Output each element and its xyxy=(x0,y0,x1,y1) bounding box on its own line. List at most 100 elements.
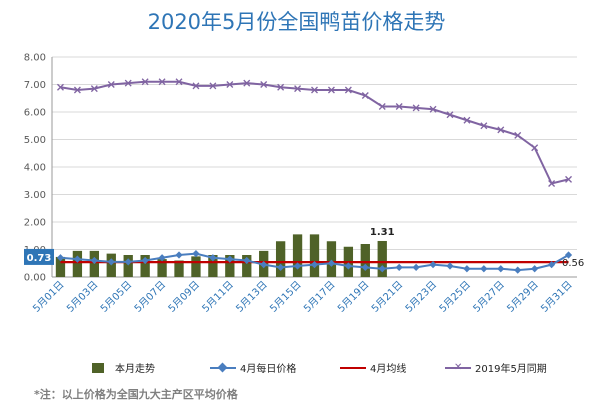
point-x xyxy=(311,86,318,94)
point-diamond xyxy=(56,254,65,262)
point-x xyxy=(107,81,115,88)
point-diamond xyxy=(158,254,166,262)
point-x-stroke xyxy=(90,85,98,93)
point-x-stroke xyxy=(141,78,149,86)
point-x xyxy=(141,78,149,86)
point-x-stroke xyxy=(565,175,572,183)
point-x xyxy=(90,85,98,93)
legend: 本月走势 4月每日价格 4月均线 ✕ 2019年5月同期 xyxy=(65,360,585,376)
point-x xyxy=(226,81,234,88)
point-x xyxy=(548,180,556,187)
point-x xyxy=(294,85,302,93)
point-x xyxy=(395,103,403,110)
point-x-stroke xyxy=(395,103,403,110)
legend-item-2019: ✕ 2019年5月同期 xyxy=(445,360,547,375)
point-x-stroke xyxy=(192,82,200,90)
x-tick-label: 5月03日 xyxy=(64,279,100,315)
point-x-stroke xyxy=(497,126,505,134)
point-x-stroke xyxy=(344,86,352,94)
y-tick-label: 6.00 xyxy=(24,108,46,119)
point-x-stroke xyxy=(463,116,471,124)
point-x xyxy=(463,116,471,124)
line-series-3 xyxy=(60,80,569,185)
point-diamond xyxy=(73,255,82,263)
point-diamond xyxy=(446,262,454,270)
point-x xyxy=(124,79,132,87)
bar-6 xyxy=(140,255,150,277)
point-x-stroke xyxy=(226,81,234,88)
point-x xyxy=(277,83,285,91)
legend-item-april-daily: 4月每日价格 xyxy=(210,360,296,375)
point-diamond xyxy=(141,256,149,265)
x-tick-label: 5月25日 xyxy=(437,279,473,315)
point-diamond xyxy=(395,263,403,271)
point-diamond xyxy=(277,263,285,271)
end-value-label: 0.56 xyxy=(562,258,584,269)
point-diamond xyxy=(412,263,420,271)
point-x-stroke xyxy=(209,82,217,90)
point-x xyxy=(260,81,268,88)
bar-16 xyxy=(309,234,320,277)
point-x xyxy=(209,82,217,90)
x-tick-label: 5月07日 xyxy=(132,279,168,315)
legend-label: 2019年5月同期 xyxy=(475,364,547,375)
legend-label: 4月每日价格 xyxy=(240,364,297,375)
point-diamond xyxy=(531,265,539,273)
point-diamond xyxy=(344,262,352,270)
bar-14 xyxy=(275,241,286,277)
point-diamond xyxy=(547,261,556,269)
point-x-stroke xyxy=(277,83,285,91)
point-diamond xyxy=(497,265,505,273)
bar-10 xyxy=(208,255,218,277)
point-x xyxy=(192,82,200,90)
point-x xyxy=(158,78,166,86)
line-series xyxy=(56,78,573,274)
point-diamond xyxy=(480,265,488,273)
x-tick-label: 5月27日 xyxy=(471,279,507,315)
point-diamond xyxy=(564,251,573,259)
point-diamond xyxy=(514,266,522,274)
y-tick-label: 2.00 xyxy=(24,218,46,229)
annotations: 1.31 0.73 0.56 xyxy=(24,227,584,269)
point-x-stroke xyxy=(243,79,251,87)
point-x xyxy=(175,78,183,86)
point-x-stroke xyxy=(260,81,268,88)
bar-11 xyxy=(225,255,235,277)
x-tick-label: 5月11日 xyxy=(200,279,236,315)
point-x-stroke xyxy=(548,180,556,187)
x-axis: 5月01日5月03日5月05日5月07日5月09日5月11日5月13日5月15日… xyxy=(30,279,574,315)
bar-12 xyxy=(242,255,252,277)
point-x-stroke xyxy=(158,78,166,86)
point-diamond xyxy=(327,259,336,267)
bar-peak-label: 1.31 xyxy=(370,227,395,238)
point-x-stroke xyxy=(412,104,420,112)
x-tick-label: 5月13日 xyxy=(234,279,270,315)
point-x-stroke xyxy=(294,85,302,93)
x-tick-label: 5月01日 xyxy=(30,279,66,315)
x-tick-label: 5月15日 xyxy=(268,279,304,315)
bar-8 xyxy=(174,260,184,277)
point-diamond xyxy=(378,265,386,273)
x-tick-label: 5月05日 xyxy=(98,279,134,315)
bar-17 xyxy=(326,241,337,277)
y-tick-label: 8.00 xyxy=(24,53,46,64)
point-x xyxy=(361,92,369,99)
bar-1 xyxy=(55,256,66,277)
legend-label: 4月均线 xyxy=(370,364,407,375)
point-x xyxy=(57,83,64,91)
bar-7 xyxy=(157,259,167,277)
bar-5 xyxy=(123,255,133,277)
y-tick-label: 4.00 xyxy=(24,163,46,174)
legend-item-april-avg: 4月均线 xyxy=(340,360,406,375)
bar-19 xyxy=(360,244,370,277)
point-diamond xyxy=(226,255,234,263)
point-x-stroke xyxy=(514,131,522,139)
y-axis: 0.001.002.003.004.005.006.007.008.00 xyxy=(24,53,53,284)
point-x xyxy=(514,131,522,139)
point-x xyxy=(412,104,420,112)
legend-item-bars: 本月走势 xyxy=(85,360,155,375)
legend-label: 本月走势 xyxy=(115,364,155,375)
point-x-stroke xyxy=(175,78,183,86)
point-x xyxy=(497,126,505,134)
